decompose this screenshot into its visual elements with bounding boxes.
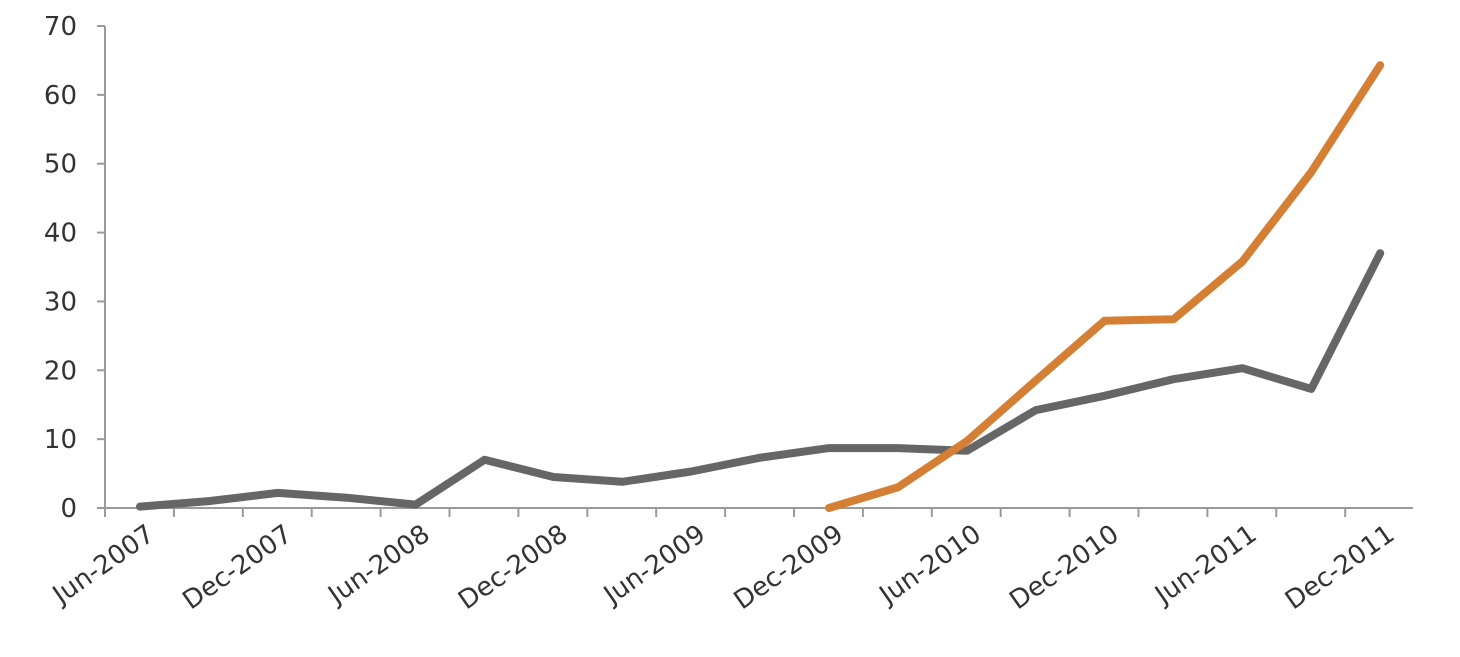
y-tick-label: 10 bbox=[44, 425, 77, 455]
y-tick-label: 60 bbox=[44, 81, 77, 111]
y-tick-label: 0 bbox=[60, 494, 77, 524]
x-tick-label: Jun-2008 bbox=[322, 519, 436, 611]
y-tick-label: 20 bbox=[44, 356, 77, 386]
x-tick-label: Dec-2010 bbox=[1004, 519, 1124, 616]
y-tick-label: 50 bbox=[44, 150, 77, 180]
x-tick-label: Dec-2009 bbox=[729, 519, 849, 616]
series-line-2 bbox=[825, 61, 1385, 512]
x-tick-label: Dec-2007 bbox=[177, 519, 297, 616]
x-tick-label: Jun-2010 bbox=[873, 519, 987, 611]
x-tick-label: Jun-2007 bbox=[46, 519, 160, 611]
y-tick-label: 40 bbox=[44, 219, 77, 249]
x-tick-label: Dec-2011 bbox=[1280, 519, 1400, 616]
y-tick-label: 70 bbox=[44, 12, 77, 42]
series-line-1 bbox=[136, 249, 1385, 511]
y-tick-label: 30 bbox=[44, 287, 77, 317]
x-tick-label: Jun-2009 bbox=[597, 519, 711, 611]
chart-series bbox=[136, 61, 1385, 512]
x-tick-label: Dec-2008 bbox=[453, 519, 573, 616]
x-tick-label: Jun-2011 bbox=[1148, 519, 1262, 611]
